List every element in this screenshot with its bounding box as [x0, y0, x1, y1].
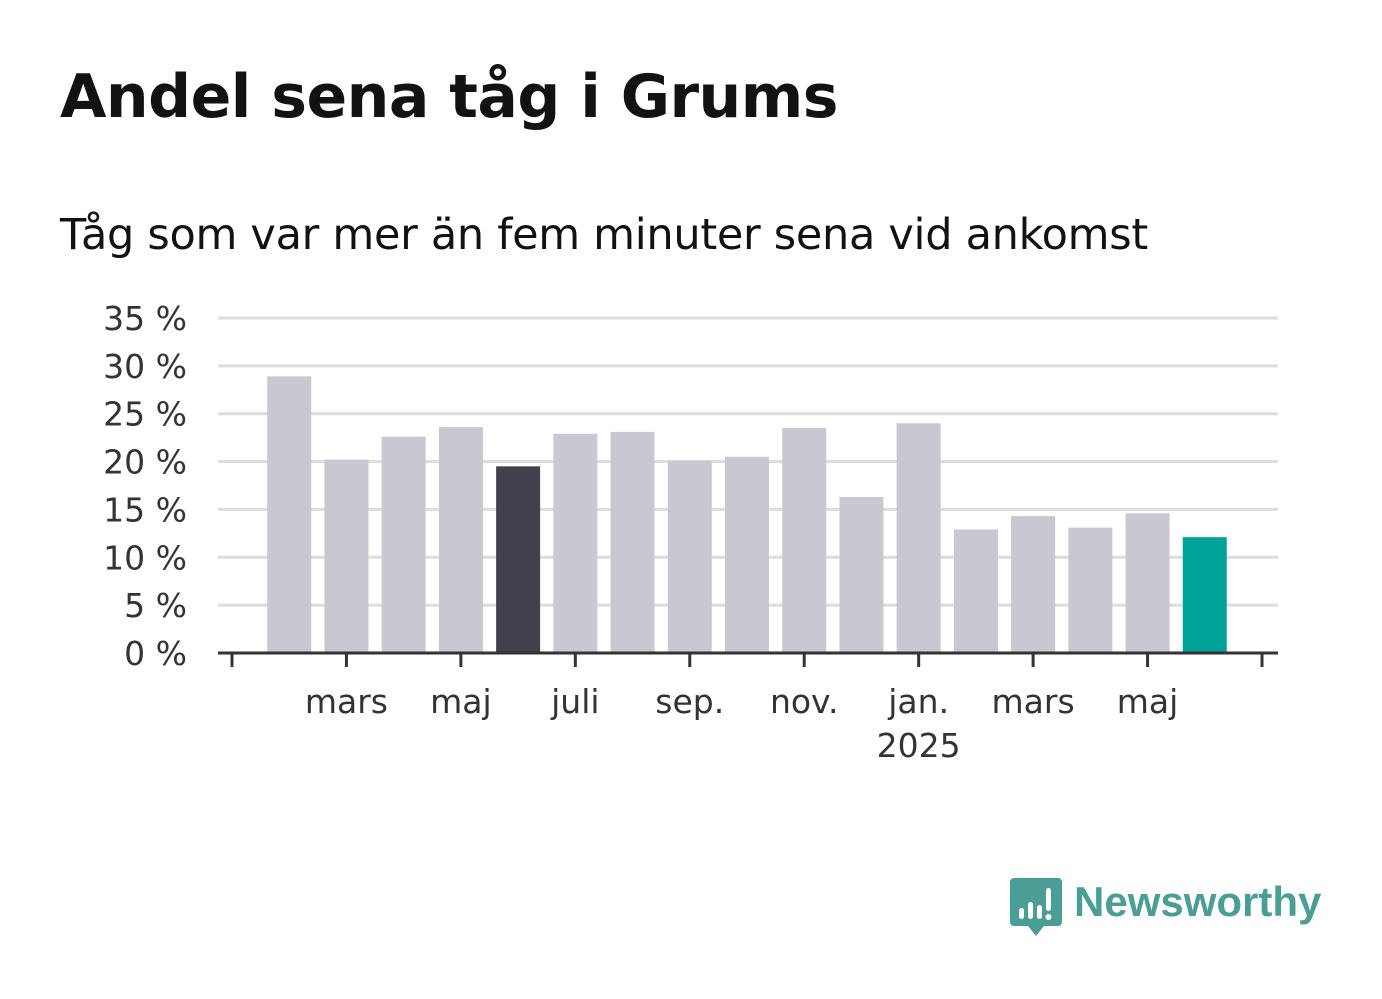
x-tick-year-label: 2025	[877, 726, 961, 765]
x-tick-label: mars	[305, 682, 388, 721]
y-tick-label: 5 %	[124, 586, 187, 625]
bar-2024-03	[324, 459, 369, 653]
x-tick-label: nov.	[770, 682, 839, 721]
bar-2024-04	[381, 436, 426, 653]
bar-2025-03	[1011, 516, 1056, 653]
bar-2024-09	[667, 460, 712, 653]
bar-2024-02	[267, 376, 312, 653]
brand-logo: Newsworthy	[1010, 878, 1321, 940]
y-tick-label: 20 %	[103, 443, 187, 482]
brand-name: Newsworthy	[1074, 878, 1322, 925]
y-tick-label: 10 %	[103, 538, 187, 577]
x-tick-label: mars	[992, 682, 1075, 721]
bar-2025-06	[1182, 537, 1227, 653]
bar-2025-02	[953, 529, 998, 653]
bar-2024-12	[839, 496, 884, 653]
bar-2025-05	[1125, 513, 1170, 653]
bar-2024-06	[496, 466, 541, 653]
bar-2024-10	[725, 456, 769, 653]
bar-2024-11	[782, 428, 827, 653]
bar-2024-05	[438, 427, 483, 653]
x-tick-label: sep.	[655, 682, 724, 721]
x-tick-label: maj	[430, 682, 492, 721]
newsworthy-logo-icon	[1010, 878, 1062, 936]
y-tick-label: 30 %	[103, 347, 187, 386]
bar-2025-01	[896, 423, 941, 653]
bar-2024-07	[553, 433, 598, 653]
chart-subtitle: Tåg som var mer än fem minuter sena vid …	[60, 210, 1148, 260]
x-tick-label: juli	[550, 682, 599, 721]
chart-title: Andel sena tåg i Grums	[60, 62, 839, 132]
bar-2024-08	[610, 431, 655, 653]
x-tick-label: maj	[1117, 682, 1179, 721]
y-tick-label: 35 %	[103, 299, 187, 338]
x-tick-label: jan.	[887, 682, 949, 721]
y-tick-label: 0 %	[124, 634, 187, 673]
y-tick-label: 25 %	[103, 395, 187, 434]
bar-2025-04	[1068, 527, 1113, 653]
y-tick-label: 15 %	[103, 490, 187, 529]
